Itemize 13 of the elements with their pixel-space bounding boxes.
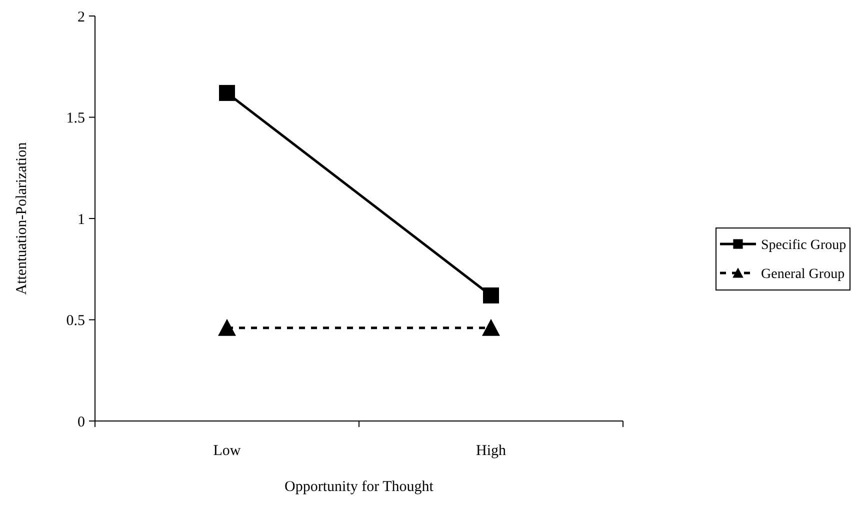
y-tick-label: 1.5 xyxy=(66,110,85,126)
y-tick-label: 0 xyxy=(78,414,85,430)
x-tick-label: High xyxy=(476,443,506,459)
y-axis-title: Attentuation-Polarization xyxy=(14,142,30,295)
y-tick-label: 1 xyxy=(78,212,85,228)
point xyxy=(219,84,235,101)
y-tick-label: 2 xyxy=(78,9,85,26)
legend-label: General Group xyxy=(761,266,845,282)
x-axis-title: Opportunity for Thought xyxy=(284,479,434,495)
legend-label: Specific Group xyxy=(761,238,846,253)
x-tick-label: Low xyxy=(213,443,241,459)
point xyxy=(483,287,499,304)
y-tick-label: 0.5 xyxy=(66,313,85,329)
